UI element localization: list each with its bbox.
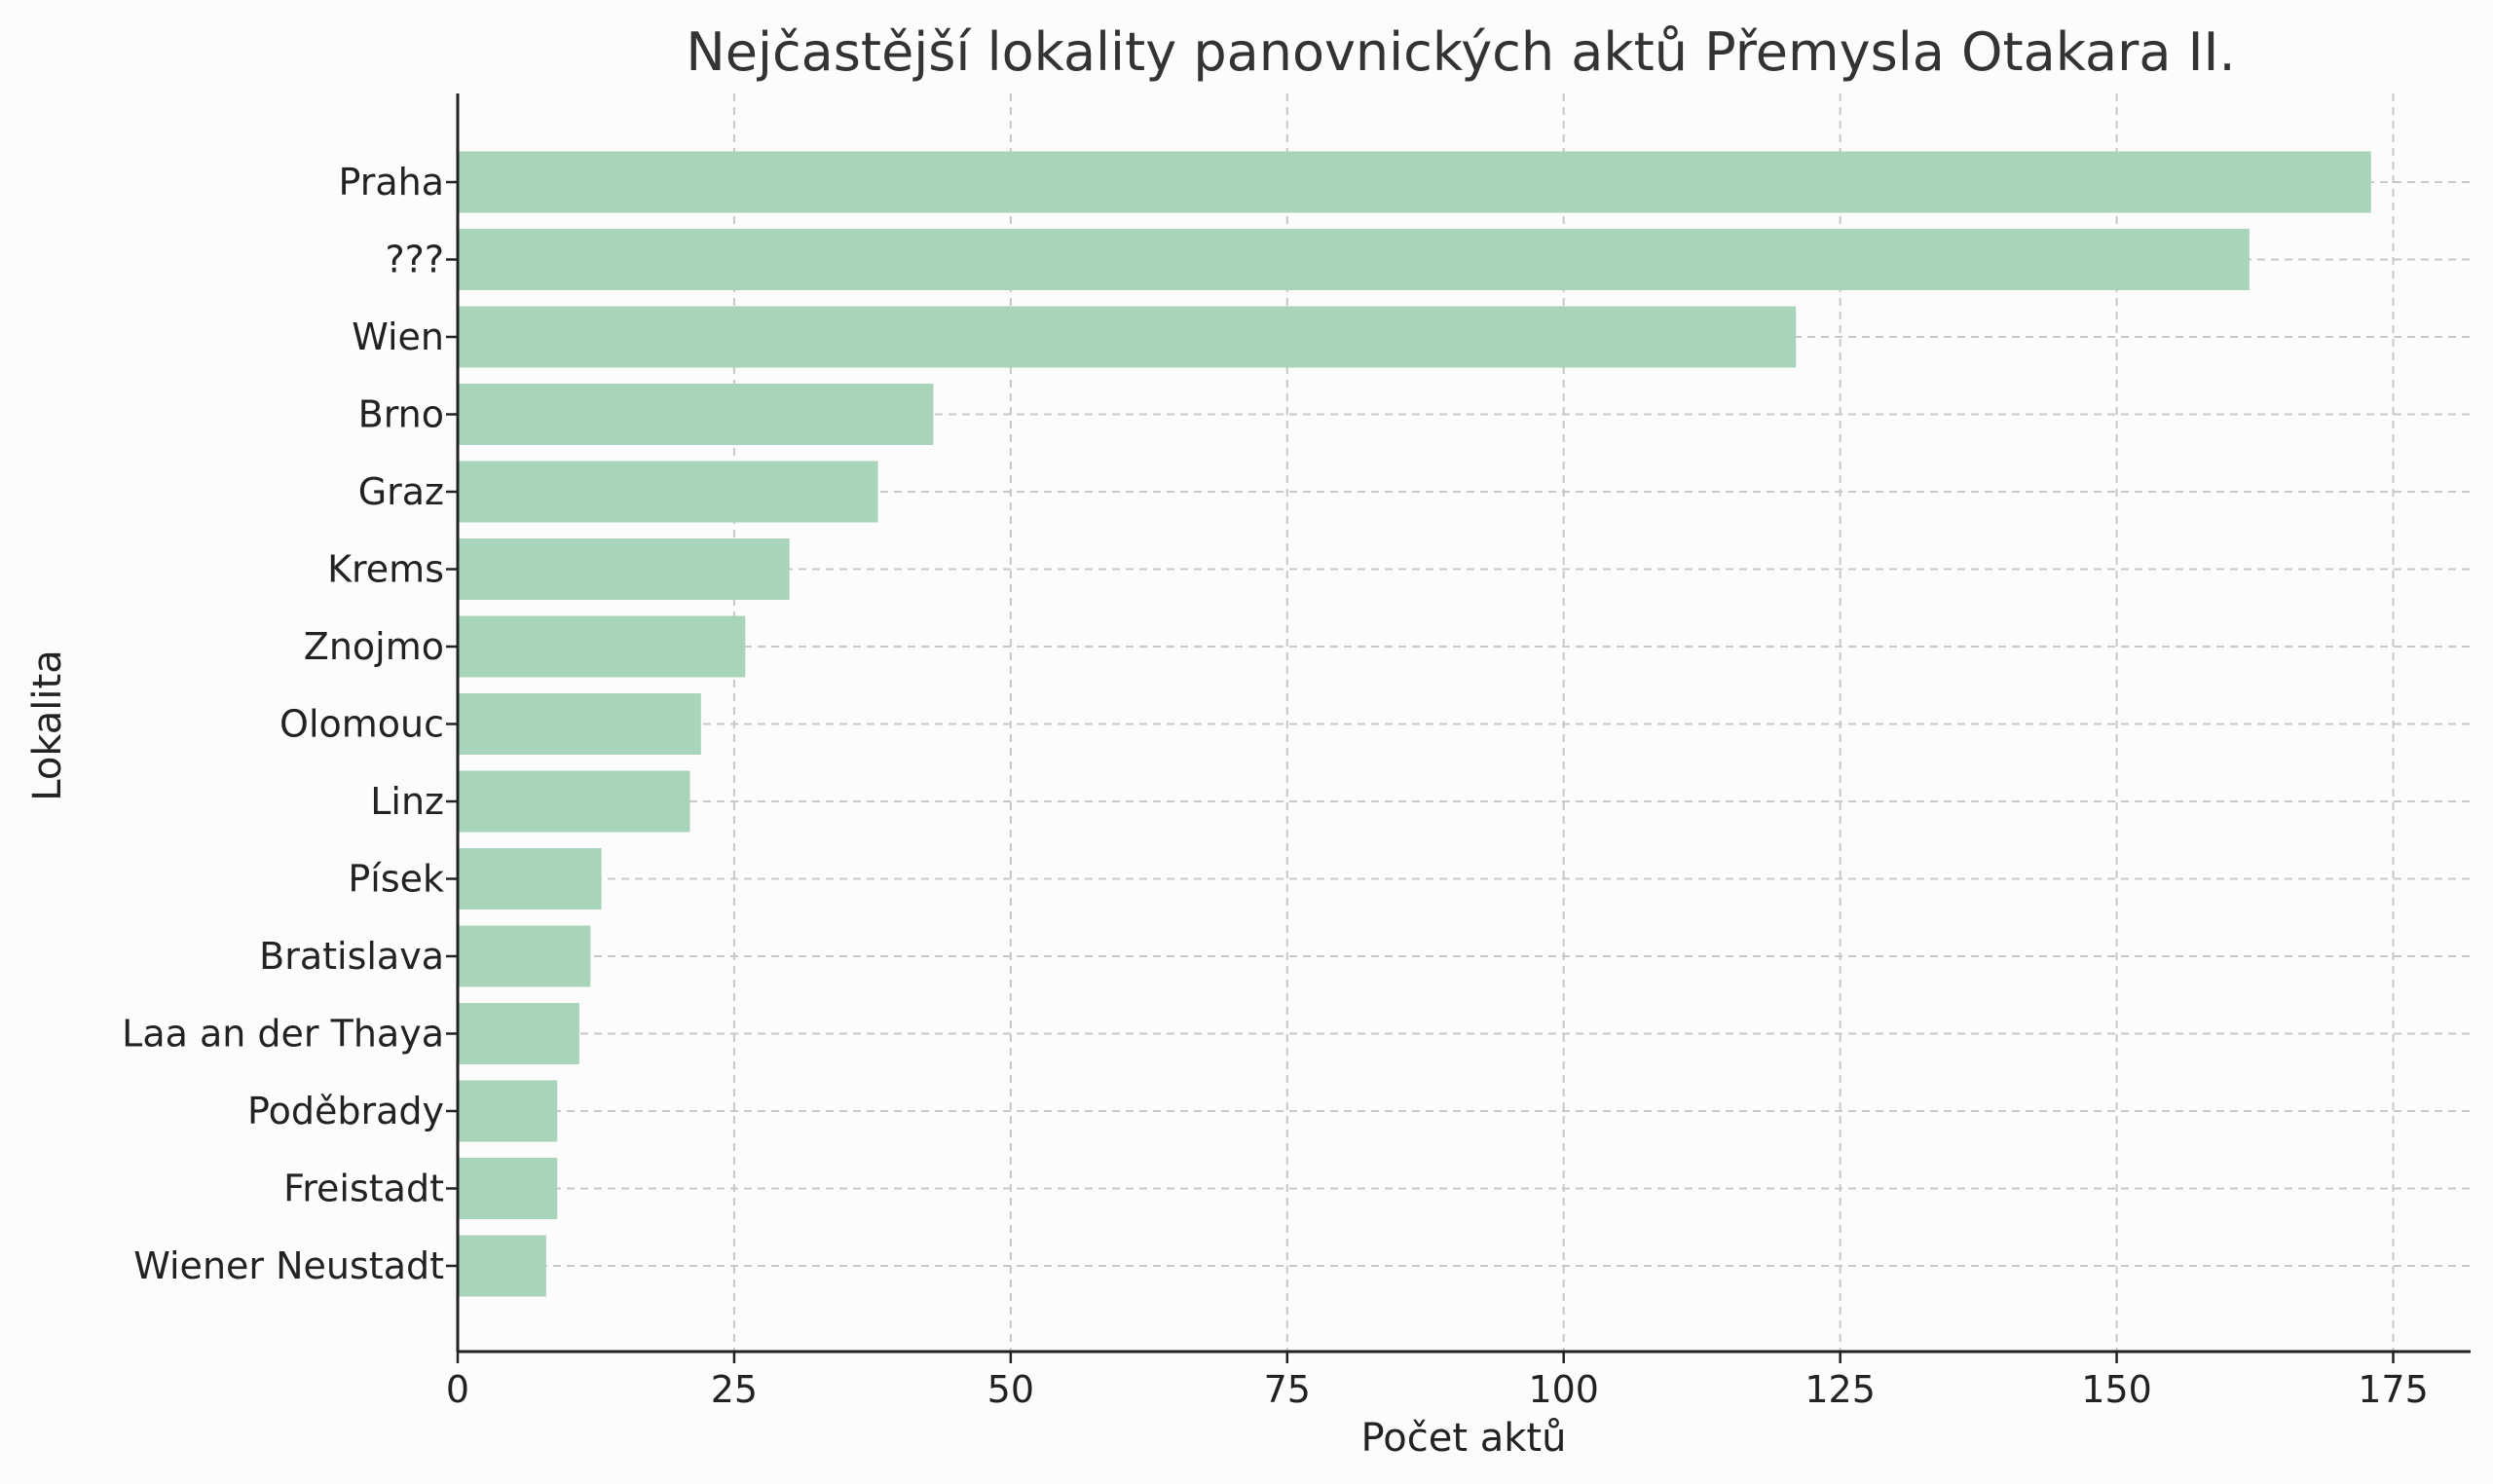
x-tick-label: 75	[1264, 1368, 1311, 1411]
x-ticks: 0 25 50 75 100 125 150 175	[446, 1352, 2429, 1411]
bar-1	[458, 229, 2250, 290]
y-tick-label: Wiener Neustadt	[133, 1244, 444, 1287]
bar-0	[458, 151, 2371, 213]
bar-11	[458, 1003, 579, 1064]
y-ticks: Praha??? Wien Brno Graz Krems Znojmo Olomouc Li…	[122, 161, 458, 1287]
bar-10	[458, 925, 591, 987]
y-tick-label: Bratislava	[259, 935, 444, 978]
x-tick-label: 0	[446, 1368, 469, 1411]
bar-3	[458, 384, 934, 445]
y-tick-label: ???	[385, 239, 444, 281]
y-tick-label: Poděbrady	[247, 1090, 444, 1132]
y-tick-label: Graz	[358, 470, 444, 513]
y-tick-label: Freistadt	[283, 1168, 444, 1210]
y-tick-label: Praha	[338, 161, 444, 204]
y-tick-label: Wien	[352, 315, 444, 358]
bar-8	[458, 770, 690, 833]
x-axis-label: Počet aktů	[1361, 1416, 1567, 1461]
y-tick-label: Linz	[370, 780, 444, 823]
y-tick-label: Znojmo	[304, 625, 444, 668]
bar-6	[458, 615, 746, 678]
y-tick-label: Olomouc	[279, 703, 444, 746]
chart-title: Nejčastější lokality panovnických aktů P…	[686, 21, 2235, 83]
y-tick-label: Laa an der Thaya	[122, 1013, 444, 1056]
x-tick-label: 25	[711, 1368, 758, 1411]
bars	[458, 151, 2371, 1297]
bar-4	[458, 461, 878, 523]
bar-9	[458, 848, 602, 909]
x-tick-label: 150	[2081, 1368, 2152, 1411]
axes-spines	[456, 93, 2471, 1354]
y-tick-label: Krems	[327, 548, 444, 591]
x-tick-label: 125	[1805, 1368, 1876, 1411]
bar-12	[458, 1080, 558, 1142]
y-tick-label: Písek	[348, 858, 444, 901]
x-tick-label: 100	[1528, 1368, 1599, 1411]
y-tick-label: Brno	[358, 393, 444, 436]
x-tick-label: 50	[987, 1368, 1034, 1411]
bar-13	[458, 1158, 558, 1219]
x-tick-label: 175	[2358, 1368, 2429, 1411]
bar-7	[458, 693, 701, 755]
bar-2	[458, 306, 1797, 368]
bar-14	[458, 1235, 546, 1297]
bar-5	[458, 538, 790, 600]
y-axis-label: Lokalita	[25, 649, 70, 800]
